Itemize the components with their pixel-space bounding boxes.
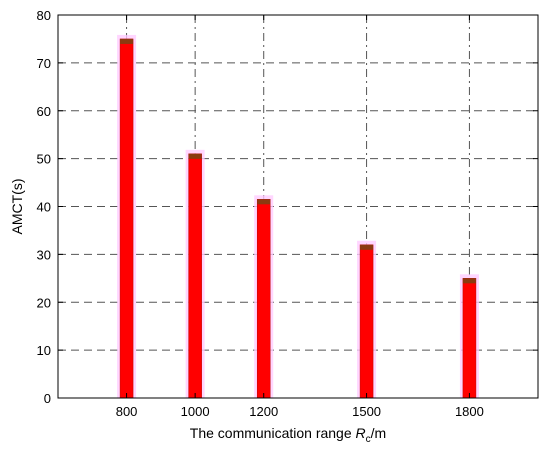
x-tick-label: 1200 (249, 404, 278, 419)
y-axis-ticks: 0 10 20 30 40 50 60 70 80 (37, 8, 538, 406)
bar (256, 199, 271, 399)
bar-cap (257, 199, 271, 205)
y-tick-label: 60 (37, 104, 51, 119)
bar (119, 38, 134, 399)
y-axis-label: AMCT(s) (9, 179, 25, 235)
x-tick-label: 800 (116, 404, 138, 419)
bar-cap (462, 278, 476, 284)
x-tick-label: 1800 (455, 404, 484, 419)
x-axis-label: The communication range Rc/m (190, 425, 386, 445)
x-axis-label-prefix: The communication range (190, 425, 356, 441)
y-tick-label: 30 (37, 247, 51, 262)
bar-cap (360, 244, 374, 250)
y-tick-label: 50 (37, 152, 51, 167)
y-tick-label: 40 (37, 200, 51, 215)
bar (359, 244, 374, 399)
x-axis-label-suffix: /m (371, 425, 387, 441)
y-tick-label: 70 (37, 56, 51, 71)
y-tick-label: 0 (44, 391, 51, 406)
x-tick-label: 1000 (181, 404, 210, 419)
bar (188, 153, 202, 399)
x-axis-ticks: 800 1000 1200 1500 1800 (116, 15, 484, 419)
bar-cap (188, 153, 202, 159)
y-tick-label: 10 (37, 343, 51, 358)
x-tick-label: 1500 (352, 404, 381, 419)
x-axis-label-variable: R (356, 425, 366, 441)
bars (117, 34, 479, 399)
bar-cap (120, 38, 134, 44)
x-axis-label-subscript: c (366, 434, 371, 445)
y-tick-label: 80 (37, 8, 51, 23)
bar (462, 278, 477, 399)
y-tick-label: 20 (37, 295, 51, 310)
